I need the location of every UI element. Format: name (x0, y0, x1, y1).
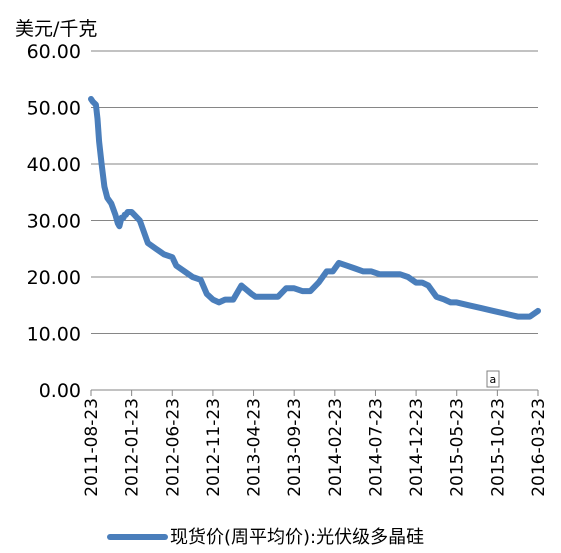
x-axis (90, 389, 539, 396)
y-tick-label-1: 10.00 (27, 324, 81, 346)
legend-label: 现货价(周平均价):光伏级多晶硅 (170, 527, 424, 548)
y-axis-unit-label: 美元/千克 (15, 18, 97, 40)
series-layer (88, 96, 541, 320)
x-tick-labels: 2011-08-23 2012-01-23 2012-06-23 2012-11-23… (82, 398, 549, 497)
x-tick-label-0: 2011-08-23 (82, 398, 102, 497)
x-tick-label-9: 2015-05-23 (448, 398, 468, 497)
annotation-box (486, 370, 500, 388)
x-tick-label-11: 2016-03-23 (529, 398, 549, 497)
y-tick-label-5: 50.00 (27, 98, 81, 120)
x-tick-label-2: 2012-06-23 (163, 398, 183, 497)
x-tick-label-3: 2012-11-23 (204, 398, 224, 497)
y-tick-label-6: 60.00 (27, 41, 81, 63)
y-tick-label-2: 20.00 (27, 267, 81, 289)
x-tick-label-4: 2013-04-23 (245, 398, 265, 497)
x-tick-label-8: 2014-12-23 (407, 398, 427, 497)
x-tick-label-10: 2015-10-23 (488, 398, 508, 497)
series-line-0 (88, 96, 541, 320)
x-tick-label-7: 2014-07-23 (366, 398, 386, 497)
x-tick-label-5: 2013-09-23 (285, 398, 305, 497)
x-tick-label-1: 2012-01-23 (123, 398, 143, 497)
annotation-label: a (490, 373, 497, 386)
gridlines (91, 50, 538, 334)
y-tick-labels: 0.00 10.00 20.00 30.00 40.00 50.00 60.00 (27, 41, 81, 402)
legend: 现货价(周平均价):光伏级多晶硅 (107, 527, 424, 548)
x-tick-label-6: 2014-02-23 (326, 398, 346, 497)
annotation-marker: a (486, 370, 500, 388)
y-tick-label-3: 30.00 (27, 211, 81, 233)
y-tick-label-0: 0.00 (39, 380, 81, 402)
y-tick-label-4: 40.00 (27, 154, 81, 176)
